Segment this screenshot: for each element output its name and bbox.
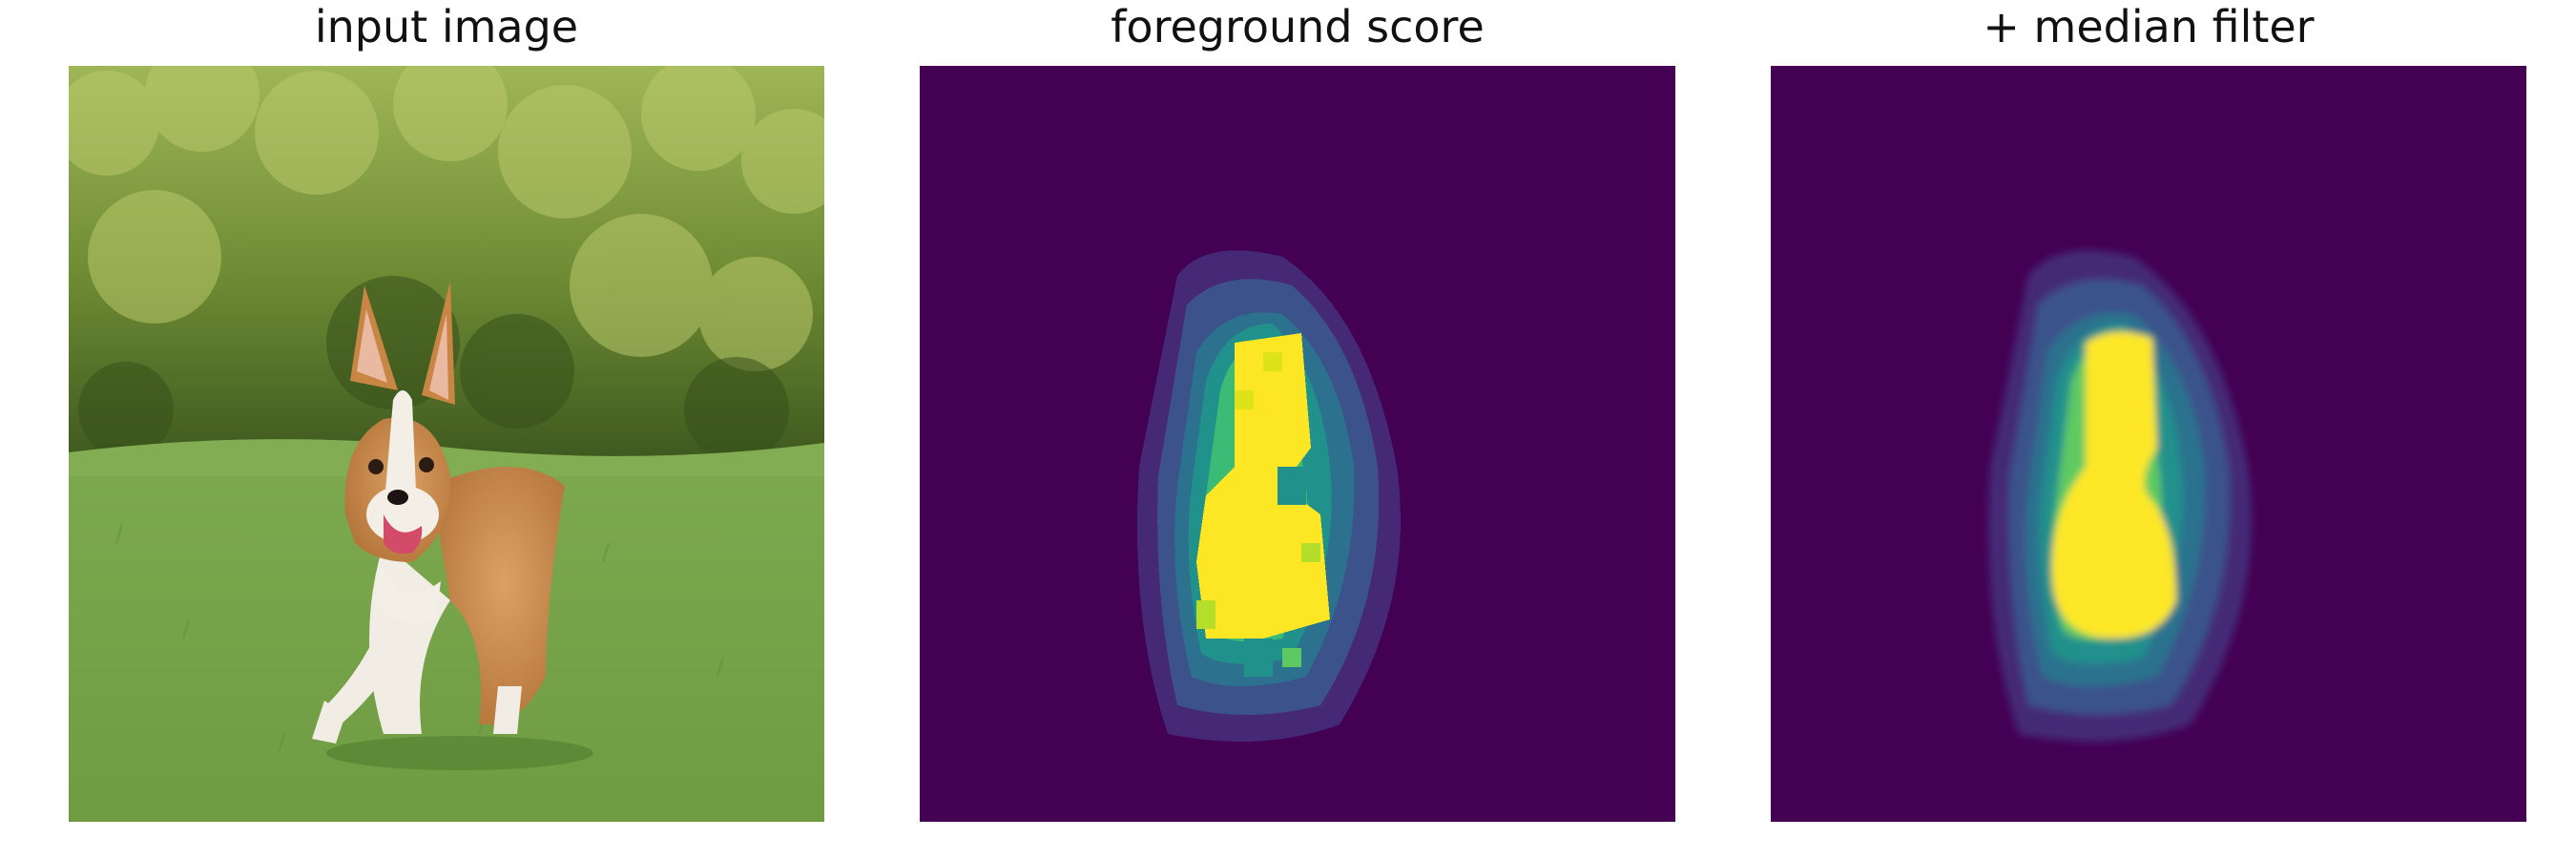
panel-title: + median filter bbox=[1983, 1, 2315, 52]
heatmap-raw bbox=[920, 66, 1675, 822]
heatmap-filtered bbox=[1771, 66, 2526, 822]
panel-title: foreground score bbox=[1111, 1, 1485, 52]
input-image bbox=[69, 66, 824, 822]
panel-median-filter: + median filter bbox=[1771, 0, 2526, 822]
panel-foreground-score: foreground score bbox=[920, 0, 1675, 822]
dog-photo bbox=[69, 66, 824, 822]
panel-input-image: input image bbox=[69, 0, 824, 822]
foreground-score-heatmap bbox=[920, 66, 1675, 822]
median-filtered-heatmap bbox=[1771, 66, 2526, 822]
dog bbox=[312, 281, 565, 744]
panel-title: input image bbox=[314, 1, 579, 52]
